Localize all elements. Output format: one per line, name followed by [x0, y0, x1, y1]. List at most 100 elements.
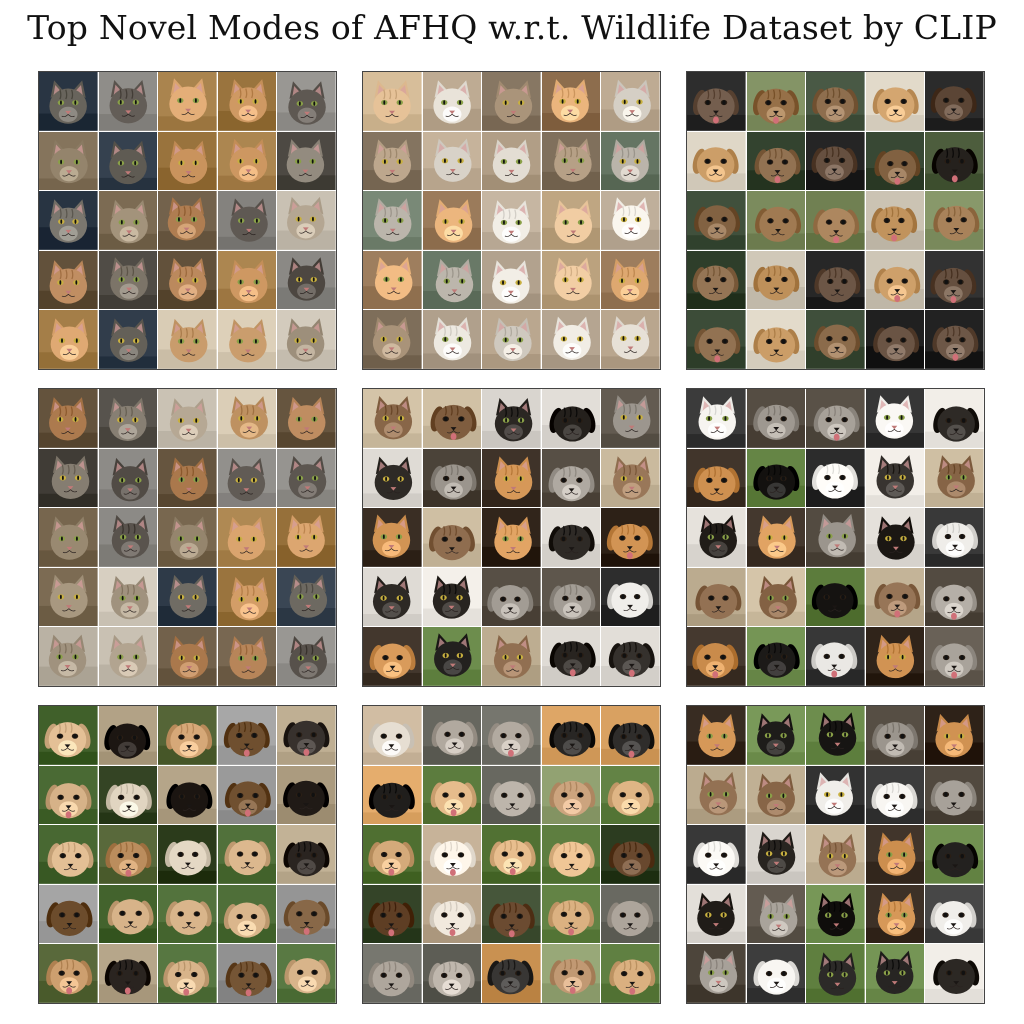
- animal-thumbnail: [925, 706, 984, 765]
- animal-face-image: [687, 72, 746, 131]
- animal-thumbnail: [98, 627, 158, 686]
- animal-face-image: [925, 310, 984, 369]
- animal-face-image: [39, 765, 98, 825]
- animal-face-image: [541, 250, 601, 310]
- animal-face-image: [687, 706, 746, 765]
- animal-thumbnail: [687, 884, 746, 944]
- animal-face-image: [865, 131, 925, 191]
- animal-thumbnail: [746, 131, 806, 191]
- animal-face-image: [422, 250, 482, 310]
- animal-thumbnail: [806, 825, 865, 884]
- animal-thumbnail: [746, 567, 806, 627]
- animal-face-image: [422, 825, 482, 884]
- animal-face-image: [865, 72, 925, 131]
- animal-thumbnail: [482, 765, 541, 825]
- animal-face-image: [39, 706, 98, 765]
- animal-thumbnail: [39, 250, 98, 310]
- animal-thumbnail: [158, 448, 217, 508]
- animal-thumbnail: [98, 389, 158, 448]
- animal-thumbnail: [39, 706, 98, 765]
- animal-thumbnail: [541, 765, 601, 825]
- animal-thumbnail: [363, 131, 422, 191]
- animal-face-image: [422, 567, 482, 627]
- animal-face-image: [687, 567, 746, 627]
- animal-thumbnail: [541, 944, 601, 1003]
- animal-face-image: [158, 765, 217, 825]
- animal-face-image: [601, 191, 660, 250]
- animal-thumbnail: [806, 508, 865, 567]
- animal-thumbnail: [277, 627, 336, 686]
- animal-face-image: [601, 765, 660, 825]
- animal-face-image: [806, 706, 865, 765]
- animal-thumbnail: [746, 310, 806, 369]
- animal-face-image: [806, 131, 865, 191]
- animal-face-image: [746, 310, 806, 369]
- animal-face-image: [601, 706, 660, 765]
- animal-face-image: [217, 310, 277, 369]
- animal-thumbnail: [98, 448, 158, 508]
- animal-thumbnail: [217, 250, 277, 310]
- animal-face-image: [865, 884, 925, 944]
- animal-thumbnail: [601, 508, 660, 567]
- animal-face-image: [601, 567, 660, 627]
- animal-thumbnail: [158, 944, 217, 1003]
- animal-thumbnail: [363, 508, 422, 567]
- animal-thumbnail: [39, 944, 98, 1003]
- animal-thumbnail: [277, 310, 336, 369]
- animal-thumbnail: [601, 131, 660, 191]
- animal-thumbnail: [806, 627, 865, 686]
- animal-face-image: [865, 706, 925, 765]
- animal-face-image: [98, 389, 158, 448]
- animal-face-image: [687, 250, 746, 310]
- animal-thumbnail: [806, 131, 865, 191]
- animal-face-image: [482, 131, 541, 191]
- animal-face-image: [158, 508, 217, 567]
- animal-face-image: [158, 567, 217, 627]
- animal-face-image: [541, 706, 601, 765]
- animal-face-image: [39, 627, 98, 686]
- animal-thumbnail: [746, 250, 806, 310]
- animal-face-image: [482, 250, 541, 310]
- animal-face-image: [482, 765, 541, 825]
- animal-face-image: [363, 191, 422, 250]
- animal-face-image: [363, 825, 422, 884]
- animal-face-image: [277, 448, 336, 508]
- animal-face-image: [925, 508, 984, 567]
- animal-face-image: [277, 706, 336, 765]
- animal-face-image: [687, 508, 746, 567]
- animal-thumbnail: [541, 884, 601, 944]
- animal-face-image: [746, 825, 806, 884]
- animal-face-image: [98, 944, 158, 1003]
- animal-thumbnail: [363, 310, 422, 369]
- animal-thumbnail: [687, 250, 746, 310]
- animal-face-image: [277, 944, 336, 1003]
- animal-face-image: [363, 765, 422, 825]
- animal-face-image: [601, 250, 660, 310]
- animal-thumbnail: [363, 191, 422, 250]
- animal-thumbnail: [363, 884, 422, 944]
- animal-face-image: [217, 191, 277, 250]
- animal-thumbnail: [687, 567, 746, 627]
- animal-thumbnail: [925, 250, 984, 310]
- animal-thumbnail: [687, 448, 746, 508]
- animal-thumbnail: [806, 567, 865, 627]
- animal-face-image: [601, 944, 660, 1003]
- animal-face-image: [277, 765, 336, 825]
- animal-thumbnail: [541, 448, 601, 508]
- animal-thumbnail: [39, 389, 98, 448]
- animal-face-image: [482, 825, 541, 884]
- animal-face-image: [39, 508, 98, 567]
- animal-face-image: [277, 250, 336, 310]
- animal-thumbnail: [217, 825, 277, 884]
- animal-thumbnail: [925, 191, 984, 250]
- animal-face-image: [541, 627, 601, 686]
- animal-thumbnail: [541, 389, 601, 448]
- animal-thumbnail: [806, 310, 865, 369]
- animal-thumbnail: [925, 884, 984, 944]
- image-grid-panel-3: [686, 71, 985, 370]
- animal-thumbnail: [363, 250, 422, 310]
- animal-thumbnail: [39, 825, 98, 884]
- animal-face-image: [687, 191, 746, 250]
- animal-face-image: [363, 706, 422, 765]
- animal-face-image: [925, 706, 984, 765]
